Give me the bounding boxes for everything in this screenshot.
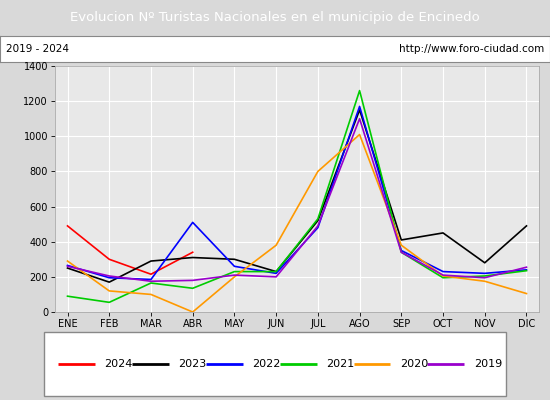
Text: 2019 - 2024: 2019 - 2024	[6, 44, 69, 54]
Text: 2022: 2022	[252, 359, 280, 369]
Text: Evolucion Nº Turistas Nacionales en el municipio de Encinedo: Evolucion Nº Turistas Nacionales en el m…	[70, 12, 480, 24]
Text: 2021: 2021	[326, 359, 354, 369]
Text: 2023: 2023	[178, 359, 206, 369]
Text: http://www.foro-ciudad.com: http://www.foro-ciudad.com	[399, 44, 544, 54]
Text: 2020: 2020	[400, 359, 428, 369]
Text: 2019: 2019	[474, 359, 502, 369]
Text: 2024: 2024	[104, 359, 133, 369]
FancyBboxPatch shape	[44, 332, 506, 396]
